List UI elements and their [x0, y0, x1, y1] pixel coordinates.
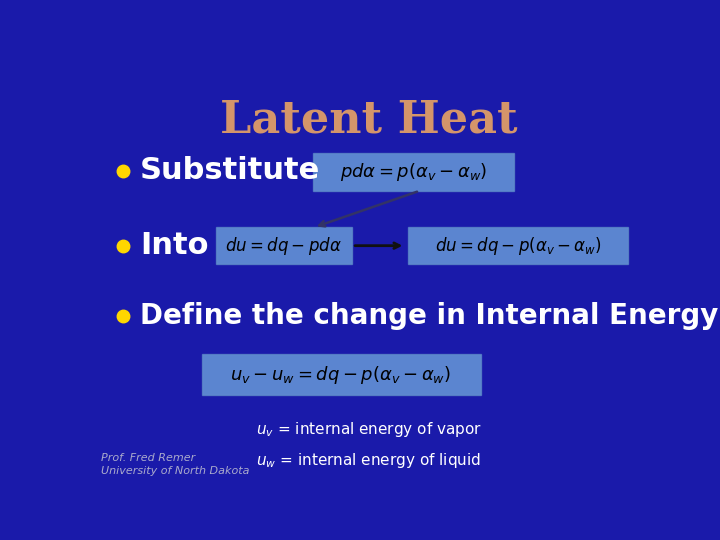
Text: Prof. Fred Remer
University of North Dakota: Prof. Fred Remer University of North Dak…	[101, 453, 250, 476]
Text: $du = dq - pd\alpha$: $du = dq - pd\alpha$	[225, 235, 342, 256]
Text: $u_v - u_w = dq - p(\alpha_v - \alpha_w)$: $u_v - u_w = dq - p(\alpha_v - \alpha_w)…	[230, 363, 451, 386]
Bar	[313, 152, 514, 191]
Text: Define the change in Internal Energy: Define the change in Internal Energy	[140, 302, 719, 330]
Bar	[202, 354, 481, 395]
Text: Latent Heat: Latent Heat	[220, 98, 518, 141]
Text: $pd\alpha = p(\alpha_v - \alpha_w)$: $pd\alpha = p(\alpha_v - \alpha_w)$	[340, 161, 487, 183]
Text: $u_v$ = internal energy of vapor
$u_w$ = internal energy of liquid: $u_v$ = internal energy of vapor $u_w$ =…	[256, 420, 482, 469]
Text: $du = dq - p(\alpha_v - \alpha_w)$: $du = dq - p(\alpha_v - \alpha_w)$	[435, 235, 602, 256]
Text: Substitute: Substitute	[140, 156, 320, 185]
Bar	[215, 227, 352, 264]
Bar	[408, 227, 629, 264]
Text: Into: Into	[140, 231, 209, 260]
